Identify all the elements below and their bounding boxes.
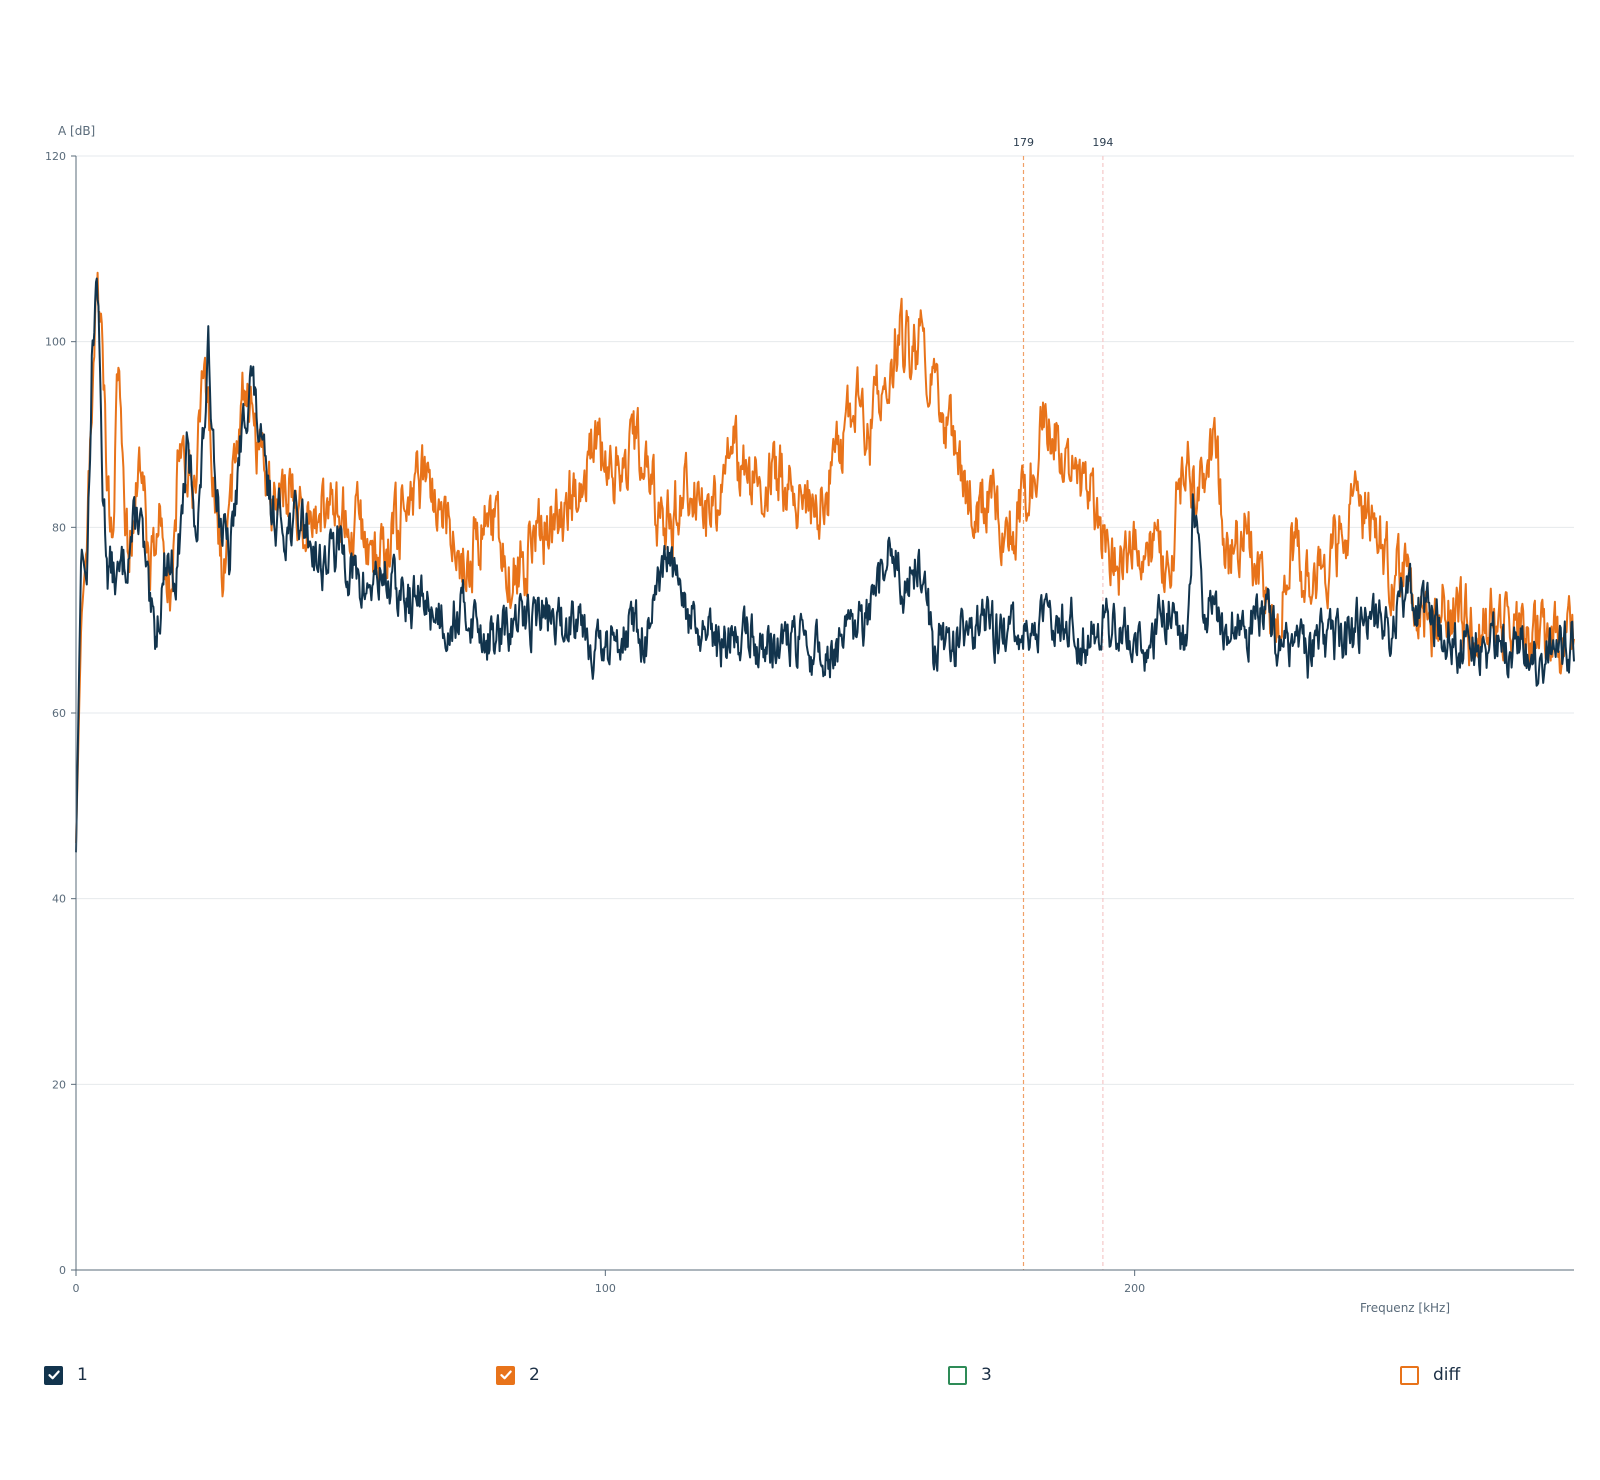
check-icon — [499, 1370, 512, 1380]
checkbox-2[interactable] — [496, 1365, 515, 1385]
series-line-2 — [75, 271, 1575, 844]
legend-label-1: 1 — [77, 1365, 88, 1385]
y-tick-label-100: 100 — [45, 336, 66, 349]
checkbox-diff[interactable] — [1400, 1365, 1419, 1385]
x-tick-label-100: 100 — [595, 1282, 616, 1295]
legend-label-3: 3 — [981, 1365, 992, 1385]
x-tick-label-0: 0 — [73, 1282, 80, 1295]
marker-label-194: 194 — [1092, 136, 1113, 149]
y-tick-label-0: 0 — [59, 1264, 66, 1277]
y-tick-label-80: 80 — [52, 521, 66, 534]
marker-label-179: 179 — [1013, 136, 1034, 149]
legend-label-2: 2 — [529, 1365, 540, 1385]
series-lines — [75, 271, 1575, 853]
frequency-markers: 179 194 — [1013, 136, 1113, 1270]
y-tick-label-40: 40 — [52, 893, 66, 906]
series-line-1 — [75, 277, 1575, 853]
checkbox-3[interactable] — [948, 1365, 967, 1385]
spectrum-chart: 179 194 0 20 40 60 80 100 120 0 100 200 A [dB] Fre… — [45, 124, 1575, 1315]
y-tick-label-120: 120 — [45, 150, 66, 163]
legend-label-diff: diff — [1433, 1365, 1461, 1385]
x-tick-label-200: 200 — [1124, 1282, 1145, 1295]
legend-item-3[interactable]: 3 — [948, 1362, 992, 1388]
checkbox-1[interactable] — [44, 1365, 63, 1385]
legend: 1 2 3 diff — [0, 1362, 1600, 1398]
y-tick-label-60: 60 — [52, 707, 66, 720]
legend-item-2[interactable]: 2 — [496, 1362, 540, 1388]
y-axis-label: A [dB] — [58, 124, 95, 138]
axes: 0 20 40 60 80 100 120 0 100 200 — [45, 150, 1574, 1295]
check-icon — [47, 1370, 60, 1380]
x-axis-label: Frequenz [kHz] — [1360, 1301, 1450, 1315]
y-tick-label-20: 20 — [52, 1078, 66, 1091]
legend-item-diff[interactable]: diff — [1400, 1362, 1460, 1388]
legend-item-1[interactable]: 1 — [44, 1362, 88, 1388]
